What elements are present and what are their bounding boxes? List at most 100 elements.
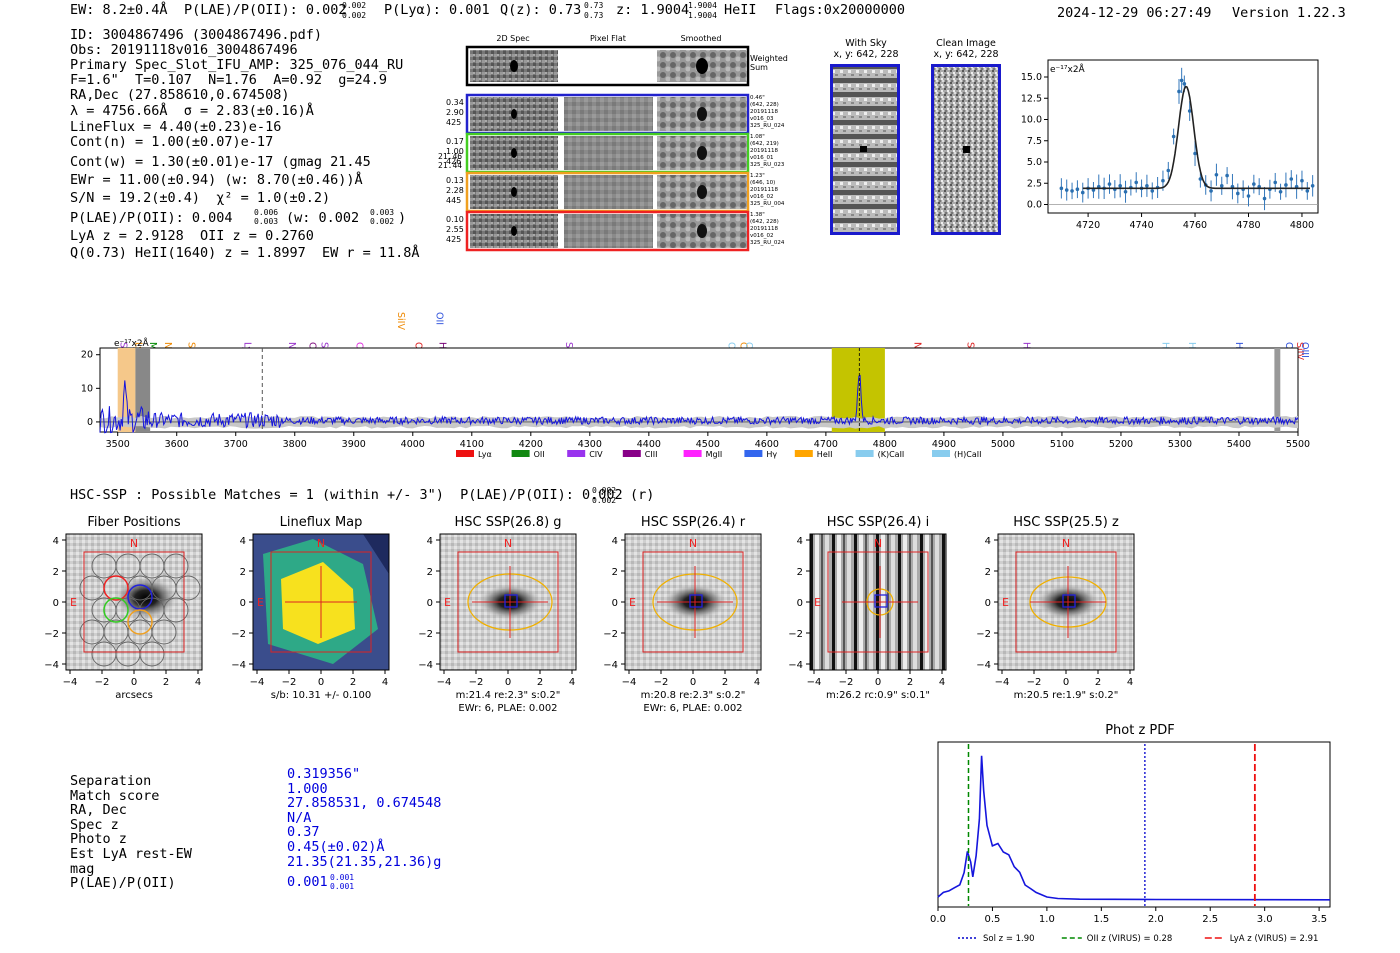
y-tick-label: −2 <box>44 629 59 640</box>
hsc-caption: m:21.4 re:2.3" s:0.2" <box>456 690 561 701</box>
x-tick-label: 4 <box>1127 677 1133 688</box>
info-line: LineFlux = 4.40(±0.23)e-16 <box>70 119 282 135</box>
east-label: E <box>257 596 264 609</box>
match-value-row: 0.37 <box>287 824 320 841</box>
data-point <box>1193 151 1197 156</box>
y-tick-label: −2 <box>788 629 803 640</box>
spec-unit-label: e⁻¹⁷x2Å <box>114 337 150 349</box>
cutout-row-meta: v016_01 <box>750 155 774 161</box>
x-tick-label: 4400 <box>637 439 661 450</box>
cutout-pixelflat <box>564 97 653 131</box>
hsc-caption: m:20.5 re:1.9" s:0.2" <box>1014 690 1119 701</box>
info-plae2-w-hi: 0.003 <box>370 208 395 217</box>
x-tick-label: 3.0 <box>1257 914 1273 925</box>
cutout-source-smoothed <box>697 224 707 238</box>
x-tick-label: 4200 <box>519 439 543 450</box>
hsc-panel-title: HSC SSP(25.5) z <box>1013 515 1119 530</box>
data-point <box>1246 194 1251 198</box>
data-point <box>1219 184 1224 188</box>
y-tick-label: 0.0 <box>1027 200 1042 211</box>
x-tick-label: 4800 <box>873 439 897 450</box>
data-point <box>1150 189 1155 193</box>
y-tick-label: 2 <box>797 567 803 578</box>
match-box <box>689 594 703 608</box>
cutout-row-meta: 325_RU_004 <box>750 201 785 207</box>
data-point <box>1187 109 1192 113</box>
cutout-row-meta: (642, 219) <box>750 141 779 147</box>
fiber-circle-blue <box>127 584 153 610</box>
match-label-row: mag <box>70 860 95 877</box>
y-tick-label: 4 <box>427 536 433 547</box>
data-point <box>1252 182 1256 186</box>
cutout-row-num: 0.10 <box>446 215 464 224</box>
hsc-caption-2: EWr: 6, PLAE: 0.002 <box>458 703 557 714</box>
aperture-box <box>270 551 372 653</box>
band-lya <box>117 348 136 432</box>
aperture-box <box>827 551 929 653</box>
y-tick-label: −4 <box>418 660 433 671</box>
data-point <box>1177 89 1181 94</box>
y-tick-label: 4 <box>985 536 991 547</box>
with-sky-title: With Sky x, y: 642, 228 <box>826 38 906 60</box>
legend-label: OII z (VIRUS) = 0.28 <box>1087 934 1173 944</box>
cutout-row-meta: 1.23" <box>750 173 765 179</box>
cutout-pixelflat <box>564 136 653 170</box>
data-point <box>1225 173 1229 178</box>
data-point <box>1171 134 1176 139</box>
data-point <box>1161 178 1165 183</box>
full-spectrum-plot: SiIVLyαMgIINVSiIILyαNVCIVSiIICIISiIVOVIO… <box>81 312 1310 459</box>
data-point <box>1214 172 1219 177</box>
x-tick-label: 2 <box>350 677 356 688</box>
cutout-row-meta: 325_RU_024 <box>750 240 785 246</box>
info-plae2-hi: 0.006 <box>254 208 279 217</box>
cutout-source-smoothed <box>697 185 707 199</box>
east-label: E <box>444 596 451 609</box>
x-tick-label: 4 <box>195 677 201 688</box>
hsc-panel: HSC SSP(26.8) g N E −4 −2 0 2 4 4 2 0 −2 −4 m:21.4 re… <box>418 515 577 714</box>
x-tick-label: −2 <box>282 677 297 688</box>
match-values: 0.319356" 1.000 27.858531, 0.674548 N/A 0.37… <box>287 767 441 869</box>
match-value-row: 1.000 <box>287 780 328 797</box>
cutout-row-meta: (646, 10) <box>750 180 776 186</box>
match-label-row: Photo z <box>70 831 127 848</box>
hsc-caption: m:26.2 rc:0.9" s:0.1" <box>826 690 930 701</box>
y-tick-label: 0 <box>53 598 59 609</box>
x-tick-label: 4800 <box>1290 220 1314 231</box>
x-tick-label: 5300 <box>1168 439 1192 450</box>
spectrum-line <box>99 374 1299 434</box>
spectral-line-label: SiIV <box>1294 342 1305 360</box>
aperture-box <box>642 551 744 653</box>
info-plae2: P(LAE)/P(OII): 0.004 <box>70 210 233 226</box>
x-tick-label: 0 <box>875 677 881 688</box>
header-z-line: HeII <box>724 2 757 18</box>
x-tick-label: −4 <box>437 677 452 688</box>
y-tick-label: 0 <box>612 598 618 609</box>
hsc-caption: arcsecs <box>115 690 153 701</box>
header-z-hi: 1.9004 <box>688 1 717 10</box>
clean-image-xy: x, y: 642, 228 <box>933 49 999 60</box>
y-tick-label: 2 <box>240 567 246 578</box>
x-tick-label: −4 <box>995 677 1010 688</box>
cutout-source <box>511 148 517 158</box>
cutout-row-meta: v016_02 <box>750 194 774 200</box>
hsc-caption: m:20.8 re:2.3" s:0.2" <box>641 690 746 701</box>
info-ewr: EWr = 11.00(±0.94) (w: 8.70(±0.46))Å <box>70 172 363 188</box>
x-tick-label: −4 <box>250 677 265 688</box>
hsc-caption: s/b: 10.31 +/- 0.100 <box>271 690 371 701</box>
x-tick-label: 4600 <box>755 439 779 450</box>
match-plae-hi: 0.001 <box>330 873 355 882</box>
match-label-row: Match score <box>70 787 160 804</box>
info-plae2-w-lo: 0.002 <box>370 217 395 226</box>
north-label: N <box>689 537 697 550</box>
data-point <box>1064 188 1069 192</box>
match-label-row: P(LAE)/P(OII) <box>70 875 176 892</box>
x-tick-label: 5200 <box>1109 439 1133 450</box>
data-point <box>1059 186 1064 191</box>
info-sn: S/N = 19.2(±0.4) χ² = 1.0(±0.2) <box>70 190 331 206</box>
spectral-line-label: OII <box>433 312 444 325</box>
spectral-line-label: SiIV <box>395 312 406 330</box>
match-label-row: Separation <box>70 773 152 789</box>
x-tick-label: 3900 <box>342 439 366 450</box>
x-tick-label: 4760 <box>1183 220 1207 231</box>
y-tick-label: −4 <box>788 660 803 671</box>
